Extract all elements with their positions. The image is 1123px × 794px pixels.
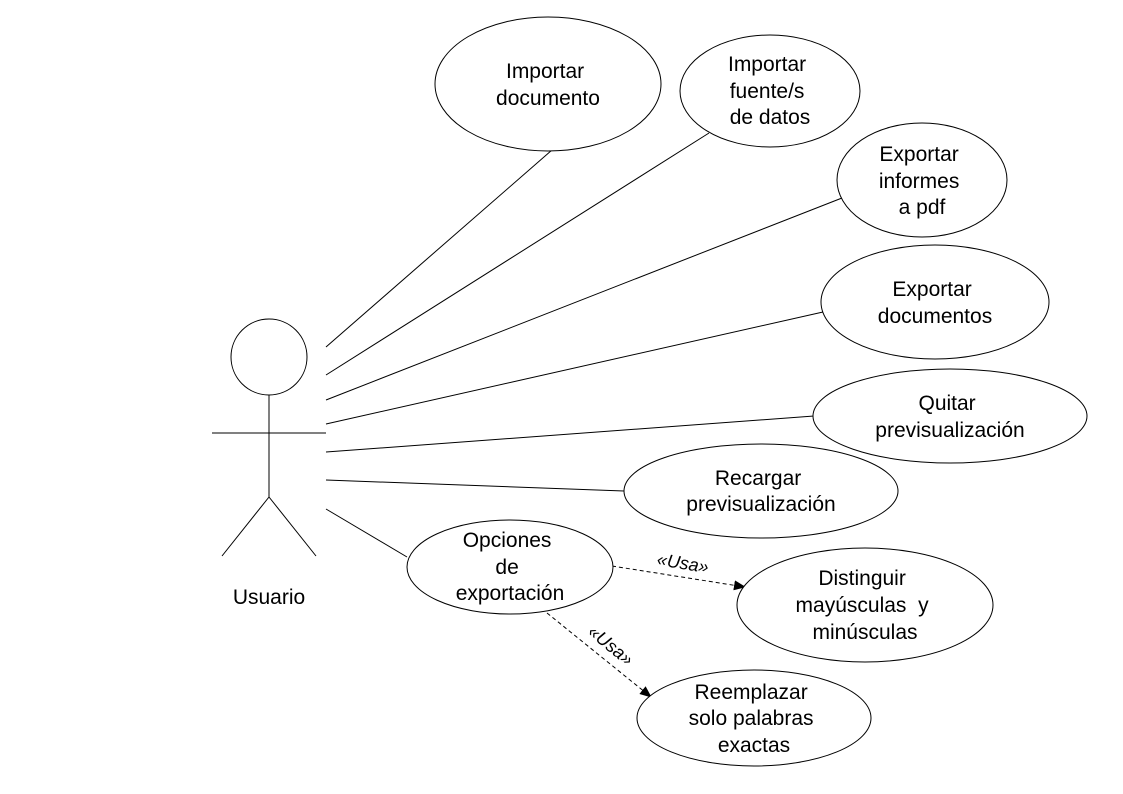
use-case-reemplazar-palabras[interactable] <box>636 669 872 767</box>
actor-usuario[interactable] <box>212 318 326 557</box>
usa-label-2: «Usa» <box>584 621 637 669</box>
usa-arrow-distinguir <box>611 565 746 591</box>
actor-label: Usuario <box>233 586 305 609</box>
use-case-label: Recargar previsualización <box>686 467 835 516</box>
use-case-exportar-informes-pdf[interactable] <box>836 122 1008 238</box>
use-case-exportar-documentos[interactable] <box>820 244 1050 360</box>
actor-head <box>230 318 308 396</box>
use-case-label: Reemplazar solo palabras exactas <box>689 681 820 757</box>
actor-left-leg <box>221 496 270 557</box>
use-case-label: Importar fuente/s de datos <box>728 53 812 129</box>
use-case-recargar-previsualizacion[interactable] <box>623 443 899 539</box>
association-importar-fuentes-datos <box>325 132 710 376</box>
use-case-label: Exportar documentos <box>878 278 992 328</box>
use-case-label: Exportar informes a pdf <box>879 143 965 219</box>
use-case-importar-documento[interactable] <box>434 16 662 152</box>
use-case-label: Importar documento <box>496 60 600 110</box>
use-case-label: Opciones de exportación <box>456 529 565 605</box>
use-case-opciones-exportacion[interactable] <box>406 519 614 615</box>
association-exportar-informes-pdf <box>325 197 843 401</box>
use-case-labels: Importar documento Importar fuente/s de … <box>456 53 1025 757</box>
use-case-label: Distinguir mayúsculas y minúsculas <box>796 567 935 644</box>
use-cases <box>406 16 1088 767</box>
associations <box>325 132 843 558</box>
usa-arrow-reemplazar <box>546 612 652 698</box>
association-exportar-documentos <box>325 311 824 425</box>
use-case-label: Quitar previsualización <box>875 392 1024 442</box>
use-case-distinguir-mayusculas[interactable] <box>736 547 994 663</box>
usa-label-1: «Usa» <box>656 549 711 577</box>
association-recargar-previsualizacion <box>325 479 625 492</box>
association-importar-documento <box>325 149 553 348</box>
association-quitar-previsualizacion <box>325 415 815 453</box>
actor-right-leg <box>268 496 317 557</box>
use-case-quitar-previsualizacion[interactable] <box>812 368 1088 464</box>
association-opciones-exportacion <box>325 508 408 558</box>
use-case-importar-fuentes-datos[interactable] <box>679 34 861 148</box>
